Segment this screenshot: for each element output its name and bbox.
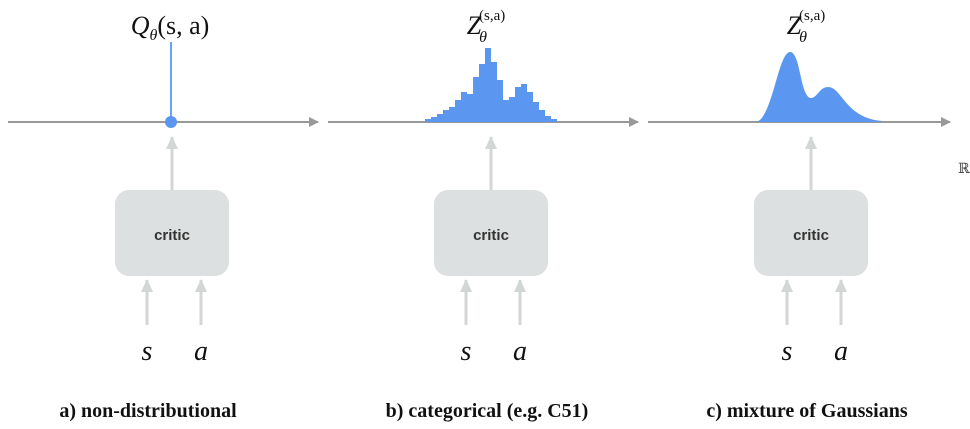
panel: Qθ(s, a) critic s a a) non-distributiona… (8, 11, 319, 422)
point (165, 116, 177, 128)
mixture-density (755, 52, 882, 122)
input-label: s (461, 336, 472, 367)
critic-box (754, 190, 868, 276)
panel: Zθ(s,a) critic s a b) categorical (e.g. … (328, 8, 639, 422)
panel: Zθ(s,a) critic s a c) mixture of Gaussia… (648, 8, 951, 422)
output-label: Qθ(s, a) (131, 11, 210, 44)
critic-label: critic (154, 227, 190, 244)
output-label: Zθ(s,a) (467, 8, 506, 46)
input-label: s (782, 336, 793, 367)
output-label: Zθ(s,a) (787, 8, 826, 46)
input-label: a (194, 336, 208, 367)
critic-label: critic (473, 227, 509, 244)
input-label: a (834, 336, 848, 367)
caption: c) mixture of Gaussians (706, 400, 908, 422)
critic-box (115, 190, 229, 276)
input-label: s (142, 336, 153, 367)
critic-box (434, 190, 548, 276)
input-label: a (513, 336, 527, 367)
critic-label: critic (793, 227, 829, 244)
caption: a) non-distributional (59, 400, 237, 422)
caption: b) categorical (e.g. C51) (386, 400, 589, 422)
histogram (425, 48, 557, 122)
axis-label: ℝ (958, 161, 970, 177)
